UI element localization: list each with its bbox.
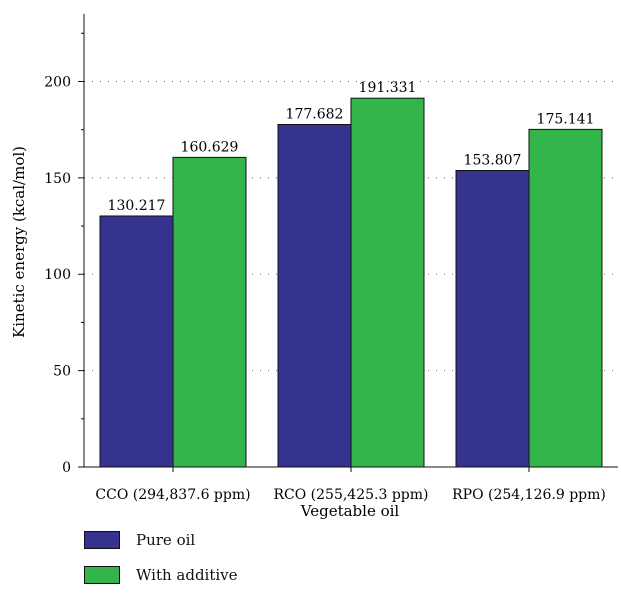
- legend-swatch-with-additive: [84, 566, 120, 584]
- bar-pure-oil: [455, 170, 530, 468]
- y-tick-label: 150: [44, 171, 71, 187]
- data-label-group: 130.217 160.629 177.682 191.331 153.807 175.1…: [108, 80, 595, 214]
- y-axis: 0 50 100 150 200: [44, 14, 85, 476]
- x-axis: CCO (294,837.6 ppm) RCO (255,425.3 ppm) RP…: [84, 466, 618, 503]
- legend: Pure oil With additive: [84, 530, 238, 600]
- legend-item-with-additive: With additive: [84, 565, 238, 585]
- y-tick-label: 200: [44, 74, 71, 90]
- data-label: 130.217: [108, 198, 166, 214]
- data-label: 153.807: [464, 153, 522, 169]
- x-tick-label: CCO (294,837.6 ppm): [95, 487, 250, 503]
- data-label: 177.682: [286, 106, 344, 122]
- data-label: 160.629: [181, 139, 239, 155]
- bar-group: [99, 97, 603, 468]
- legend-label-pure-oil: Pure oil: [136, 531, 196, 549]
- bar-pure-oil: [277, 123, 352, 468]
- legend-swatch-pure-oil: [84, 531, 120, 549]
- bar-with-additive: [528, 128, 603, 468]
- y-axis-title: Kinetic energy (kcal/mol): [10, 146, 28, 338]
- data-label: 191.331: [359, 80, 417, 96]
- y-tick-label: 50: [53, 364, 71, 380]
- bar-chart: 130.217 160.629 177.682 191.331 153.807 175.1…: [10, 14, 618, 520]
- legend-item-pure-oil: Pure oil: [84, 530, 238, 550]
- bar-with-additive: [350, 97, 425, 468]
- x-axis-title: Vegetable oil: [300, 502, 400, 520]
- bar-with-additive: [172, 156, 247, 468]
- legend-label-with-additive: With additive: [136, 566, 238, 584]
- x-tick-label: RCO (255,425.3 ppm): [273, 487, 428, 503]
- y-tick-label: 100: [44, 267, 71, 283]
- data-label: 175.141: [537, 111, 595, 127]
- bar-pure-oil: [99, 215, 174, 468]
- x-tick-label: RPO (254,126.9 ppm): [452, 487, 606, 503]
- y-tick-label: 0: [62, 460, 71, 476]
